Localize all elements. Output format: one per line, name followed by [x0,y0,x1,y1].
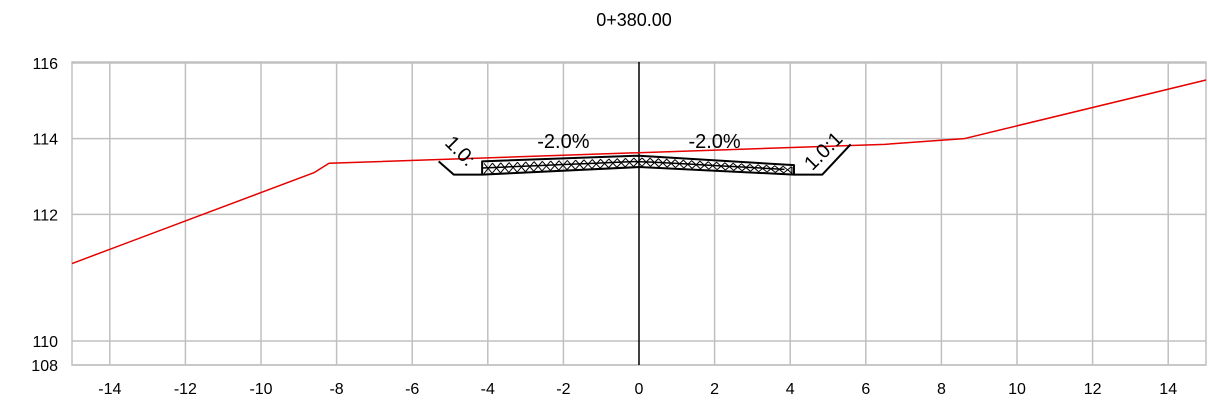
y-tick-label: 116 [32,56,58,73]
x-tick-label: -4 [481,381,495,398]
x-tick-label: 14 [1159,381,1177,398]
x-tick-label: 0 [635,381,644,398]
annotation-label: -2.0% [537,131,589,153]
y-tick-label: 110 [32,334,58,351]
x-tick-label: 10 [1008,381,1026,398]
chart-title: 0+380.00 [596,10,672,30]
x-tick-label: -10 [249,381,272,398]
y-tick-label: 114 [32,132,58,149]
x-tick-label: -8 [329,381,343,398]
annotation-label: 1.0:1 [800,128,847,175]
x-tick-label: -2 [556,381,570,398]
series-layer [71,79,1207,265]
x-tick-label: 8 [937,381,946,398]
design-outline [438,143,852,176]
axes: -14 -12 -10 -8 -6 -4 -2 0 2 4 6 8 10 12 14 108 110 112 114… [31,56,1177,398]
x-tick-label: -14 [98,381,121,398]
x-tick-label: 6 [861,381,870,398]
annotation-label: 1.0: [440,132,479,171]
hatch-stroke [783,166,793,174]
pavement-layer-line [482,160,785,171]
x-tick-label: -12 [174,381,197,398]
ground-line [71,79,1207,265]
y-tick-label: 112 [32,207,58,224]
x-tick-label: -6 [405,381,419,398]
y-tick-label: 108 [31,358,58,375]
x-tick-label: 12 [1084,381,1102,398]
pavement-top [481,154,795,175]
x-tick-label: 2 [710,381,719,398]
annotation-label: -2.0% [688,131,740,153]
x-tick-label: 4 [786,381,795,398]
